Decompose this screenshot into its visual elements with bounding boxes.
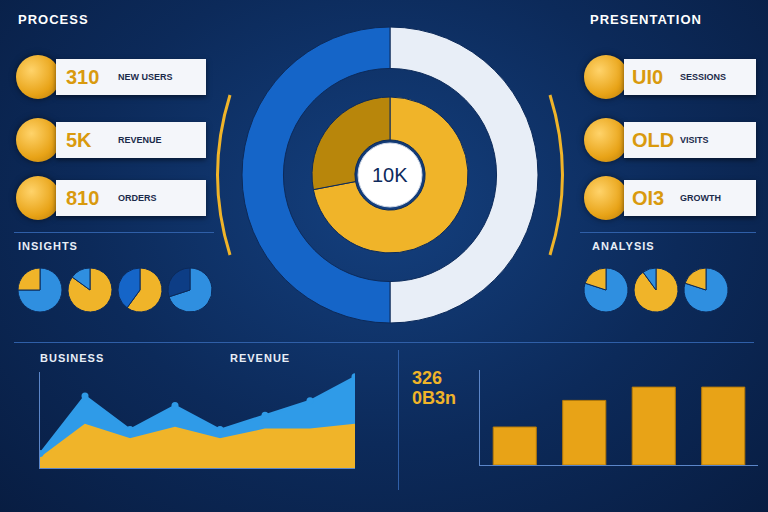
svg-text:10K: 10K (372, 164, 408, 186)
html-text:UI0: UI0 (632, 66, 664, 88)
html-text:ORDERS: ORDERS (118, 193, 157, 203)
html-text:OLD: OLD (632, 129, 675, 151)
html-text:NEW USERS: NEW USERS (118, 72, 173, 82)
html-text:310: 310 (66, 66, 100, 88)
html-text:OI3: OI3 (632, 187, 665, 209)
html-text:REVENUE: REVENUE (230, 352, 291, 364)
html-text:SESSIONS: SESSIONS (680, 72, 726, 82)
html-text:5K: 5K (66, 129, 92, 151)
html-text:GROWTH: GROWTH (680, 193, 721, 203)
html-text:BUSINESS: BUSINESS (40, 352, 105, 364)
html-text:326 0B3n: 326 0B3n (412, 368, 456, 408)
html-text:VISITS: VISITS (680, 135, 709, 145)
html-text:INSIGHTS: INSIGHTS (18, 240, 78, 252)
html-text:REVENUE: REVENUE (118, 135, 162, 145)
html-text:PRESENTATION: PRESENTATION (590, 12, 702, 27)
html-text:ANALYSIS: ANALYSIS (592, 240, 655, 252)
html-text:PROCESS: PROCESS (18, 12, 89, 27)
html-text:810: 810 (66, 187, 100, 209)
